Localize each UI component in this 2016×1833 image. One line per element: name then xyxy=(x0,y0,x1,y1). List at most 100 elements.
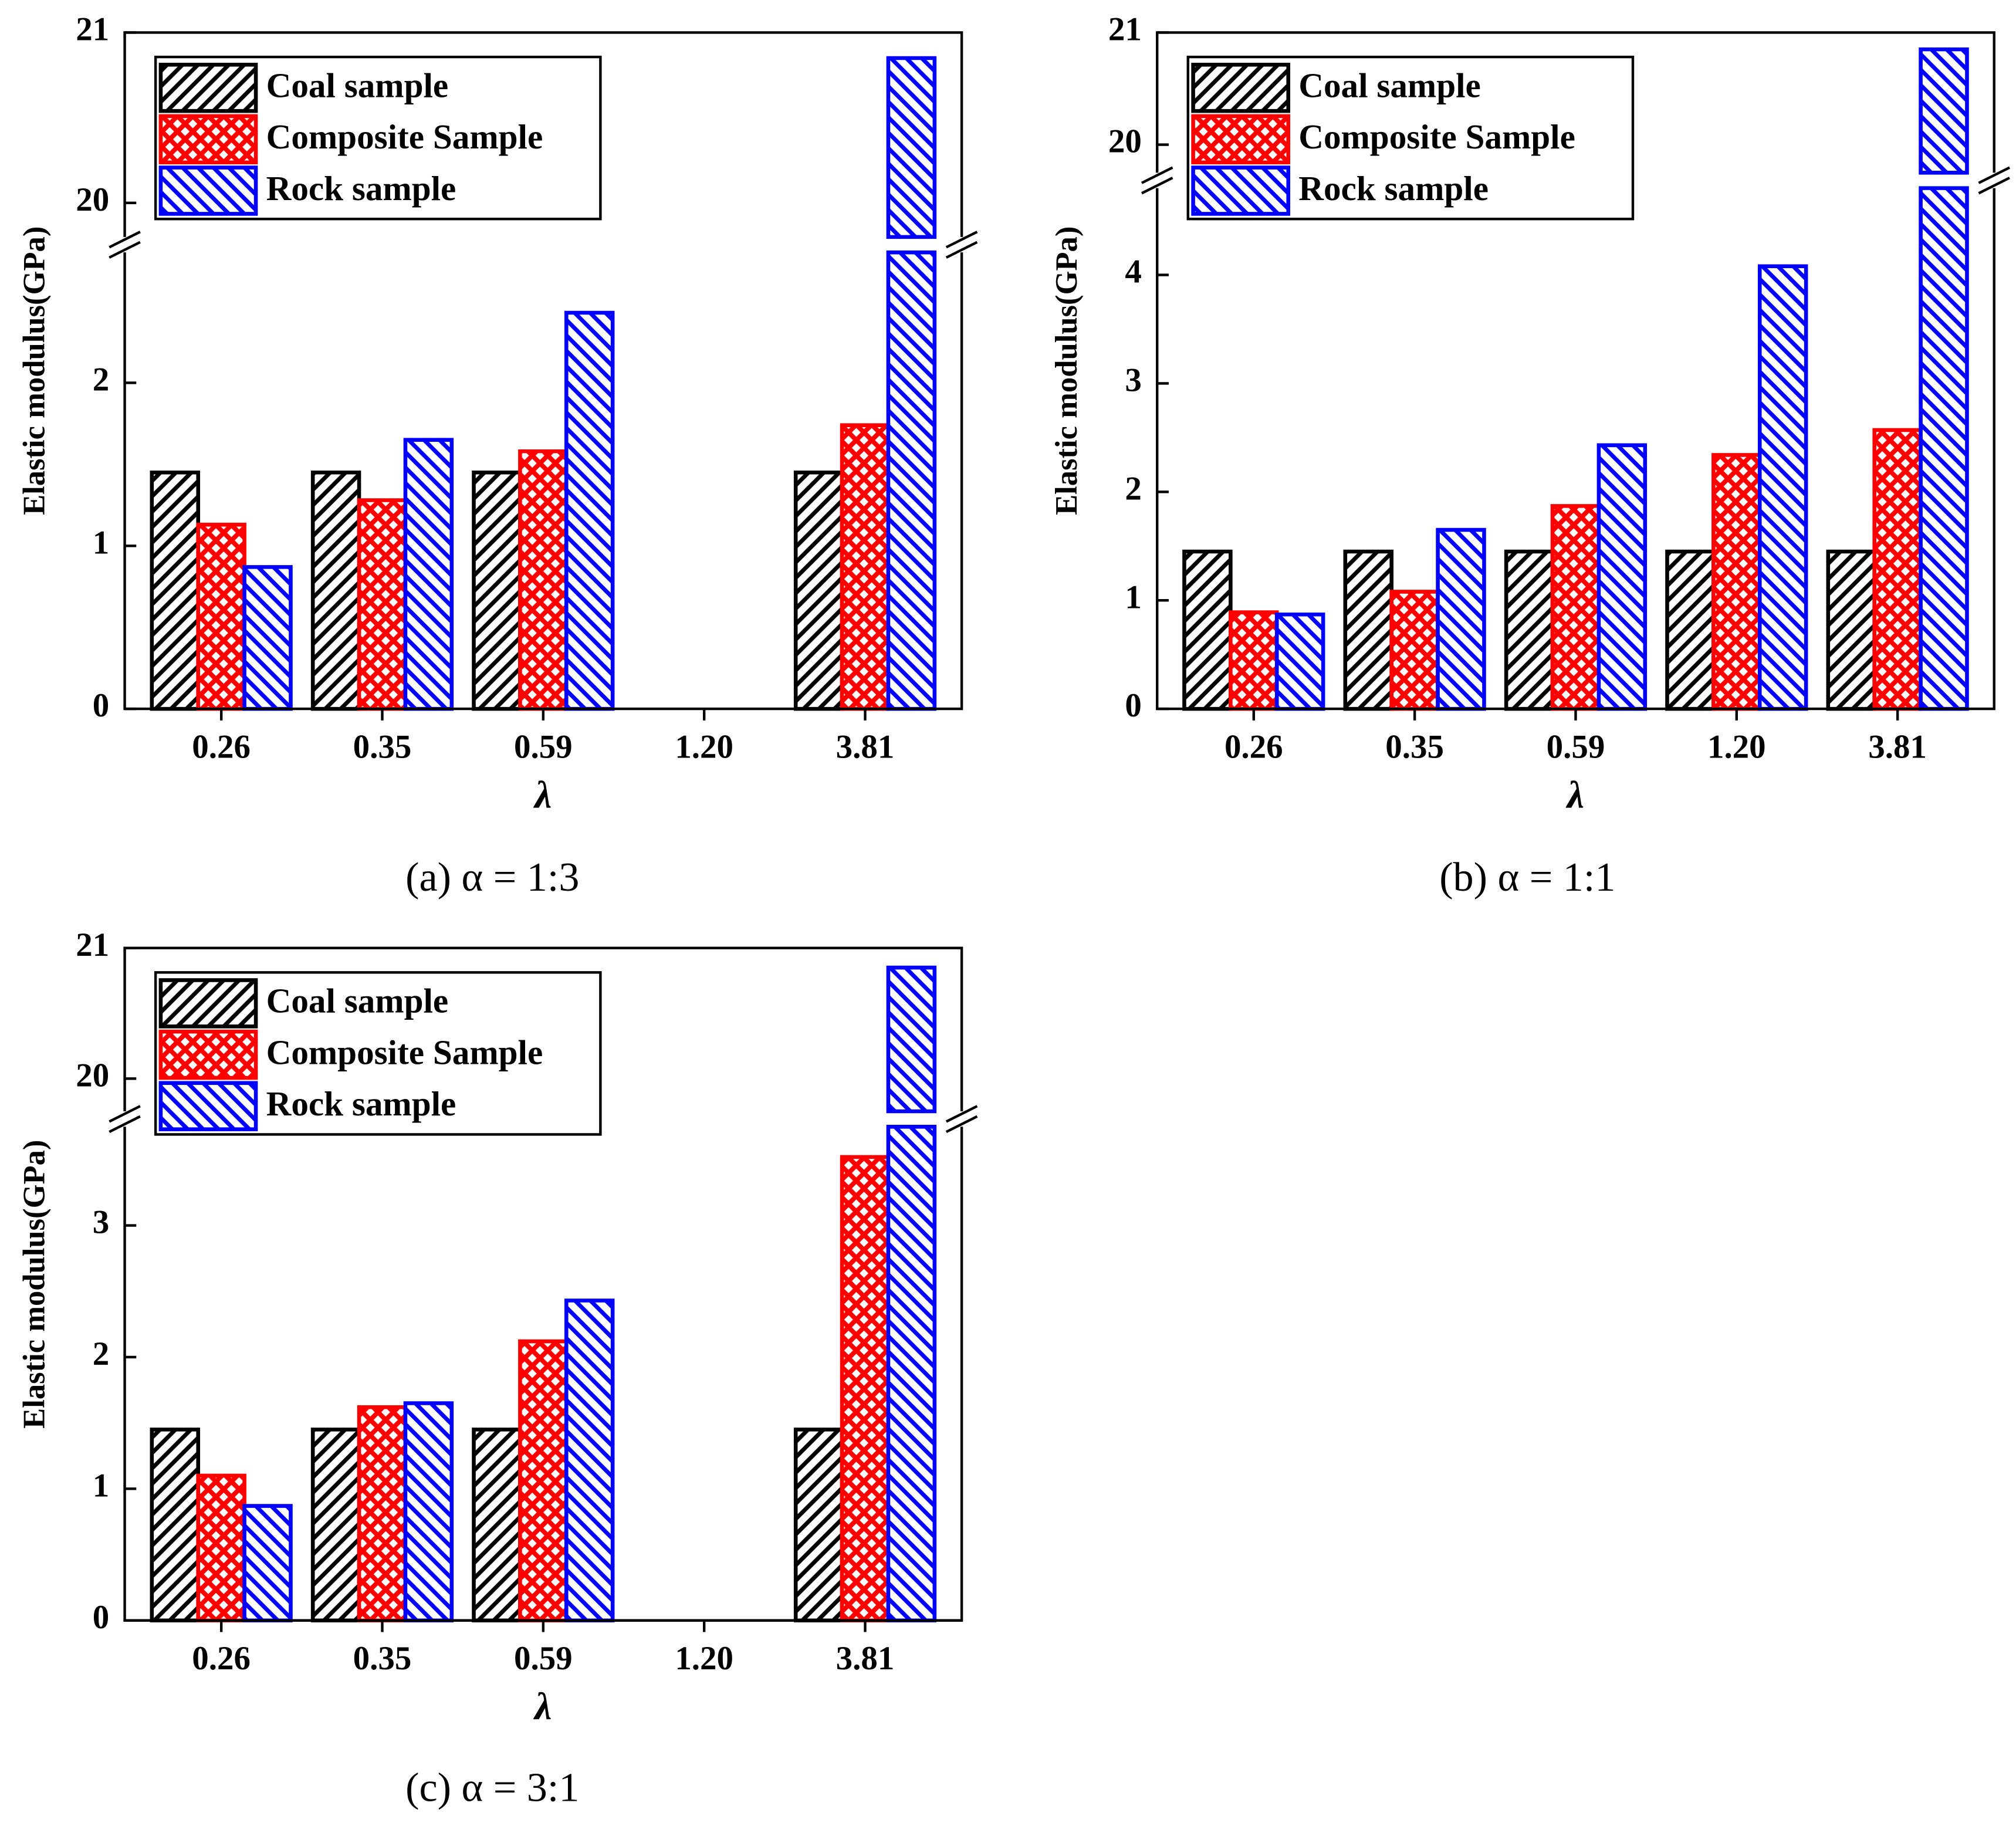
bar xyxy=(886,965,937,1623)
bar xyxy=(1229,610,1279,711)
bar xyxy=(403,1401,454,1623)
x-tick-label: 0.26 xyxy=(192,728,251,765)
legend-label: Coal sample xyxy=(1298,66,1481,104)
y-axis-label: Elastic modulus(GPa) xyxy=(1050,226,1084,515)
legend-label: Coal sample xyxy=(266,66,449,104)
y-tick-label: 20 xyxy=(76,181,109,218)
bar xyxy=(357,1405,408,1623)
y-tick-label: 2 xyxy=(93,1335,109,1372)
caption: (a) α = 1:3 xyxy=(405,855,579,900)
axis-break xyxy=(945,1105,978,1134)
x-tick-label: 0.59 xyxy=(1547,728,1605,765)
bar xyxy=(1504,549,1555,711)
bar xyxy=(1826,549,1876,711)
bar xyxy=(1436,527,1486,711)
x-axis-label: λ xyxy=(1565,774,1584,817)
x-tick-label: 1.20 xyxy=(1707,728,1766,765)
y-tick-label: 4 xyxy=(1125,253,1141,290)
bar xyxy=(310,470,361,711)
y-tick-label: 1 xyxy=(93,524,109,561)
bar xyxy=(1757,264,1808,711)
legend-swatch xyxy=(158,62,258,113)
x-tick-label: 0.26 xyxy=(192,1640,251,1677)
y-tick-label: 21 xyxy=(76,926,109,963)
y-tick-label: 1 xyxy=(1125,579,1141,615)
x-tick-label: 0.35 xyxy=(1385,728,1444,765)
bar xyxy=(1711,453,1762,711)
axis-break xyxy=(1978,166,2011,195)
bar xyxy=(472,470,522,711)
x-tick-label: 0.59 xyxy=(514,728,573,765)
bar xyxy=(472,1428,522,1623)
y-tick-label: 1 xyxy=(93,1467,109,1504)
x-tick-label: 1.20 xyxy=(675,728,733,765)
x-tick-label: 3.81 xyxy=(836,1640,895,1677)
y-tick-label: 21 xyxy=(1108,11,1142,48)
bar xyxy=(150,1428,201,1623)
bar xyxy=(1274,612,1325,711)
bar xyxy=(793,470,844,711)
bar xyxy=(1919,47,1969,711)
legend-label: Rock sample xyxy=(266,1084,456,1123)
legend-label: Composite Sample xyxy=(266,117,543,156)
caption: (c) α = 3:1 xyxy=(405,1765,579,1810)
legend-swatch xyxy=(158,978,258,1029)
x-axis-label: λ xyxy=(533,774,552,817)
x-tick-label: 3.81 xyxy=(836,728,895,765)
bar xyxy=(564,1298,615,1623)
y-tick-label: 3 xyxy=(1125,361,1141,398)
legend-swatch xyxy=(158,165,258,216)
bar xyxy=(793,1428,844,1623)
x-tick-label: 1.20 xyxy=(675,1640,733,1677)
y-tick-label: 2 xyxy=(1125,470,1141,507)
bar xyxy=(242,565,293,711)
axis-break xyxy=(109,1105,141,1134)
legend-swatch xyxy=(1191,165,1290,216)
legend-swatch xyxy=(1191,62,1290,113)
y-tick-label: 3 xyxy=(93,1204,109,1241)
legend-swatch xyxy=(158,1029,258,1080)
bar xyxy=(564,310,615,711)
bar xyxy=(840,423,891,711)
bar xyxy=(196,522,246,711)
bar xyxy=(150,470,201,711)
x-tick-label: 0.26 xyxy=(1225,728,1283,765)
legend-label: Composite Sample xyxy=(266,1033,543,1071)
x-axis-label: λ xyxy=(533,1685,552,1728)
legend-swatch xyxy=(158,1081,258,1131)
axis-break xyxy=(1141,166,1173,195)
y-axis-label: Elastic modulus(GPa) xyxy=(18,226,52,515)
bar xyxy=(1665,549,1716,711)
bar xyxy=(1182,549,1233,711)
y-tick-label: 20 xyxy=(1108,123,1142,160)
bar xyxy=(310,1428,361,1623)
bar xyxy=(1389,590,1440,711)
y-tick-label: 0 xyxy=(93,1599,109,1636)
y-tick-label: 0 xyxy=(93,687,109,724)
legend-swatch xyxy=(1191,114,1290,165)
bar xyxy=(403,438,454,711)
bar xyxy=(196,1473,246,1623)
y-tick-label: 2 xyxy=(93,361,109,398)
bar xyxy=(242,1504,293,1623)
x-tick-label: 0.35 xyxy=(353,728,412,765)
bar xyxy=(357,498,408,711)
x-tick-label: 0.59 xyxy=(514,1640,573,1677)
x-tick-label: 0.35 xyxy=(353,1640,412,1677)
legend-swatch xyxy=(158,114,258,165)
legend-label: Rock sample xyxy=(266,169,456,208)
axis-break xyxy=(109,231,141,259)
bar xyxy=(1343,549,1393,711)
bar xyxy=(840,1155,891,1623)
x-tick-label: 3.81 xyxy=(1868,728,1927,765)
y-tick-label: 20 xyxy=(76,1057,109,1094)
y-tick-label: 0 xyxy=(1125,687,1141,724)
axis-break xyxy=(945,231,978,259)
y-tick-label: 21 xyxy=(76,11,109,48)
bar xyxy=(886,56,937,711)
legend-label: Composite Sample xyxy=(1298,117,1575,156)
legend-label: Coal sample xyxy=(266,982,449,1020)
bar xyxy=(518,1339,569,1623)
bar xyxy=(1550,504,1601,711)
bar xyxy=(1596,443,1648,711)
